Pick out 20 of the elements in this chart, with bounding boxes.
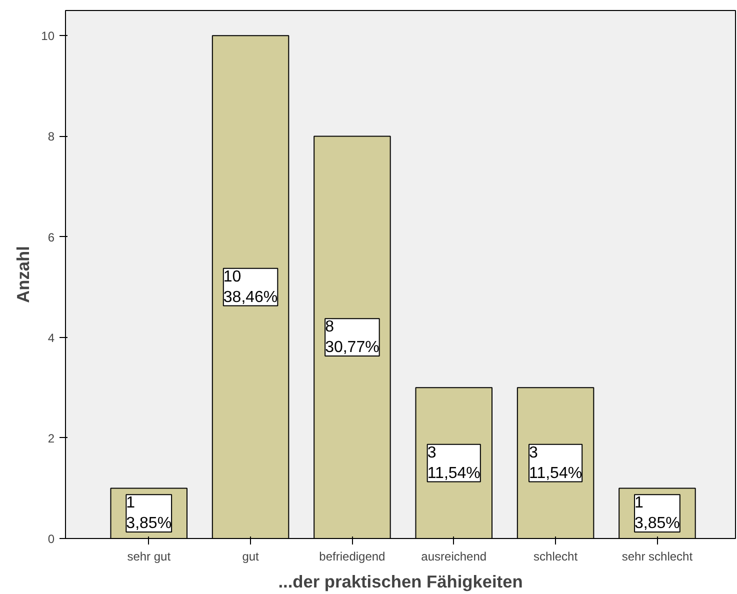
- x-tick-label: sehr schlecht: [622, 550, 694, 564]
- x-tick-label: gut: [242, 550, 260, 564]
- y-tick-label: 8: [48, 130, 55, 144]
- data-label: 3 11,54%: [529, 444, 582, 482]
- y-tick-label: 0: [48, 532, 55, 546]
- y-tick-label: 2: [48, 431, 55, 446]
- data-label: 10 38,46%: [223, 268, 278, 306]
- x-tick-label: befriedigend: [319, 550, 386, 564]
- x-tick-label: schlecht: [534, 550, 578, 564]
- y-tick-label: 10: [41, 29, 55, 44]
- y-axis-title: Anzahl: [13, 246, 34, 303]
- x-axis-title: ...der praktischen Fähigkeiten: [278, 572, 523, 592]
- data-label: 1 3,85%: [634, 494, 680, 532]
- x-tick-label: sehr gut: [127, 550, 172, 564]
- y-tick-label: 4: [48, 330, 55, 345]
- y-tick-label: 6: [48, 230, 55, 244]
- x-tick-label: ausreichend: [421, 550, 487, 564]
- data-label: 8 30,77%: [325, 318, 380, 356]
- data-label: 3 11,54%: [427, 444, 480, 482]
- data-label: 1 3,85%: [126, 494, 172, 532]
